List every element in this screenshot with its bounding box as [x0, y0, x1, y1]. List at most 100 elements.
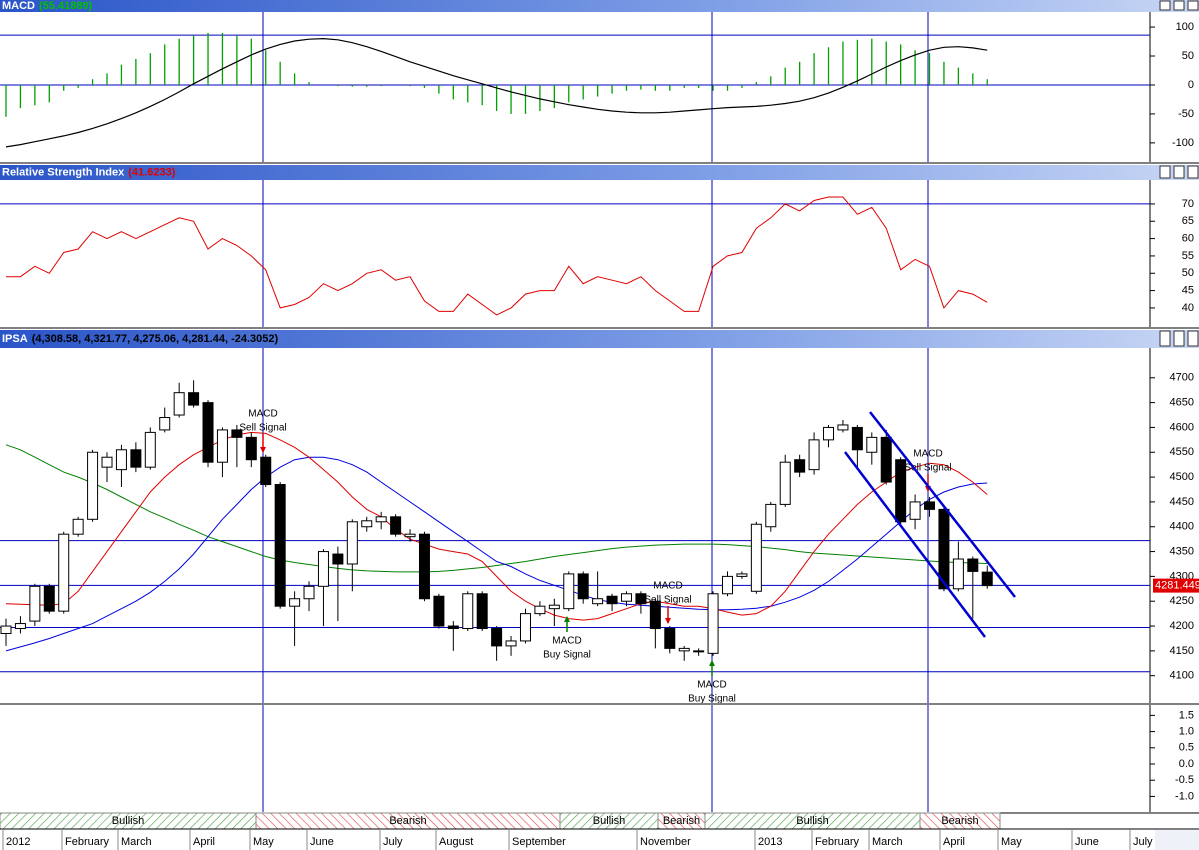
- rsi-line: [6, 196, 988, 316]
- candle-body: [231, 429, 243, 438]
- moving-average: [5, 431, 988, 621]
- candle-body: [202, 402, 214, 463]
- candle-body: [736, 573, 748, 577]
- annotation: Sell Signal: [904, 463, 951, 474]
- signal-arrowhead: [260, 447, 266, 453]
- panel-header: [0, 165, 1199, 180]
- candle-body: [895, 459, 907, 523]
- x-tick-label: March: [121, 836, 152, 848]
- x-tick-label: 2012: [6, 836, 30, 848]
- y-tick-label: 0.0: [1179, 758, 1194, 770]
- y-tick-label: -50: [1178, 108, 1194, 120]
- y-tick-label: 40: [1182, 302, 1194, 314]
- annotation: MACD: [913, 449, 942, 460]
- y-tick-label: 4600: [1170, 421, 1194, 433]
- last-price-label: 4281.449: [1155, 580, 1199, 592]
- candle-body: [909, 501, 921, 520]
- candle-body: [14, 623, 26, 630]
- candle-body: [649, 600, 661, 630]
- candle-body: [29, 585, 41, 622]
- candle-body: [0, 625, 12, 634]
- candle-body: [693, 650, 705, 653]
- y-tick-label: 50: [1182, 267, 1194, 279]
- plot-area: [5, 32, 988, 148]
- window-button[interactable]: [1159, 330, 1171, 347]
- y-tick-label: 4450: [1170, 496, 1194, 508]
- x-tick-label: May: [253, 836, 274, 848]
- candle-body: [722, 575, 733, 595]
- candle-body: [58, 533, 70, 612]
- y-tick-label: 4550: [1170, 446, 1194, 458]
- candle-body: [144, 431, 156, 468]
- trend-label: Bearish: [663, 815, 700, 827]
- window-button[interactable]: [1187, 330, 1199, 347]
- window-button[interactable]: [1187, 165, 1199, 179]
- trend-label: Bearish: [389, 815, 426, 827]
- signal-arrowhead: [709, 660, 715, 666]
- candle-body: [188, 392, 200, 406]
- window-button[interactable]: [1159, 165, 1171, 179]
- panel-title: IPSA: [2, 333, 28, 345]
- candle-body: [505, 640, 517, 647]
- x-tick-label: February: [65, 836, 110, 848]
- y-tick-label: 55: [1182, 250, 1194, 262]
- candle-body: [606, 595, 618, 605]
- candle-body: [260, 456, 272, 486]
- candle-body: [635, 593, 647, 605]
- y-tick-label: 70: [1182, 198, 1194, 210]
- y-tick-label: 4400: [1170, 521, 1194, 533]
- y-tick-label: -100: [1172, 137, 1194, 149]
- trend-channel-upper: [869, 411, 1016, 598]
- moving-average: [5, 444, 988, 573]
- y-tick-label: -0.5: [1175, 774, 1194, 786]
- candle-body: [592, 598, 604, 605]
- window-button[interactable]: [1173, 0, 1185, 11]
- window-button[interactable]: [1187, 0, 1199, 11]
- candle-body: [491, 628, 503, 647]
- x-tick-label: March: [872, 836, 903, 848]
- candle-body: [346, 521, 358, 565]
- candle-body: [72, 518, 84, 535]
- candle-body: [447, 625, 459, 630]
- y-tick-label: 4350: [1170, 545, 1194, 557]
- trend-label: Bearish: [941, 815, 978, 827]
- candle-body: [361, 520, 373, 528]
- x-tick-label: 2013: [758, 836, 782, 848]
- y-tick-label: 60: [1182, 232, 1194, 244]
- annotation: MACD: [552, 636, 581, 647]
- candle-body: [274, 484, 286, 607]
- plot-area: [6, 196, 988, 316]
- candle-body: [476, 593, 488, 630]
- y-tick-label: 100: [1176, 21, 1194, 33]
- y-tick-label: 4100: [1170, 670, 1194, 682]
- candle-body: [866, 436, 878, 453]
- annotation: Sell Signal: [239, 423, 286, 434]
- x-tick-label: July: [383, 836, 403, 848]
- window-button[interactable]: [1173, 165, 1185, 179]
- candle-body: [794, 459, 806, 473]
- candle-body: [289, 598, 301, 607]
- candle-body: [563, 573, 575, 610]
- candle-body: [620, 593, 632, 602]
- x-tick-label: April: [193, 836, 215, 848]
- y-tick-label: 1.0: [1179, 725, 1194, 737]
- trend-label: Bullish: [796, 815, 828, 827]
- candle-body: [750, 523, 762, 592]
- candle-body: [173, 392, 185, 416]
- candle-body: [317, 551, 329, 587]
- plot-area: MACD Sell Signal MACD Buy Signal MACD Sell Si…: [0, 380, 993, 703]
- window-button[interactable]: [1173, 330, 1185, 347]
- window-button[interactable]: [1159, 0, 1171, 11]
- candle-body: [216, 429, 228, 463]
- y-tick-label: 0: [1188, 79, 1194, 91]
- x-tick-label: February: [815, 836, 860, 848]
- candle-body: [418, 533, 430, 600]
- y-tick-label: 0.5: [1179, 742, 1194, 754]
- candle-body: [375, 516, 387, 523]
- candle-body: [548, 604, 560, 610]
- panel-value: (55.41889): [39, 0, 93, 12]
